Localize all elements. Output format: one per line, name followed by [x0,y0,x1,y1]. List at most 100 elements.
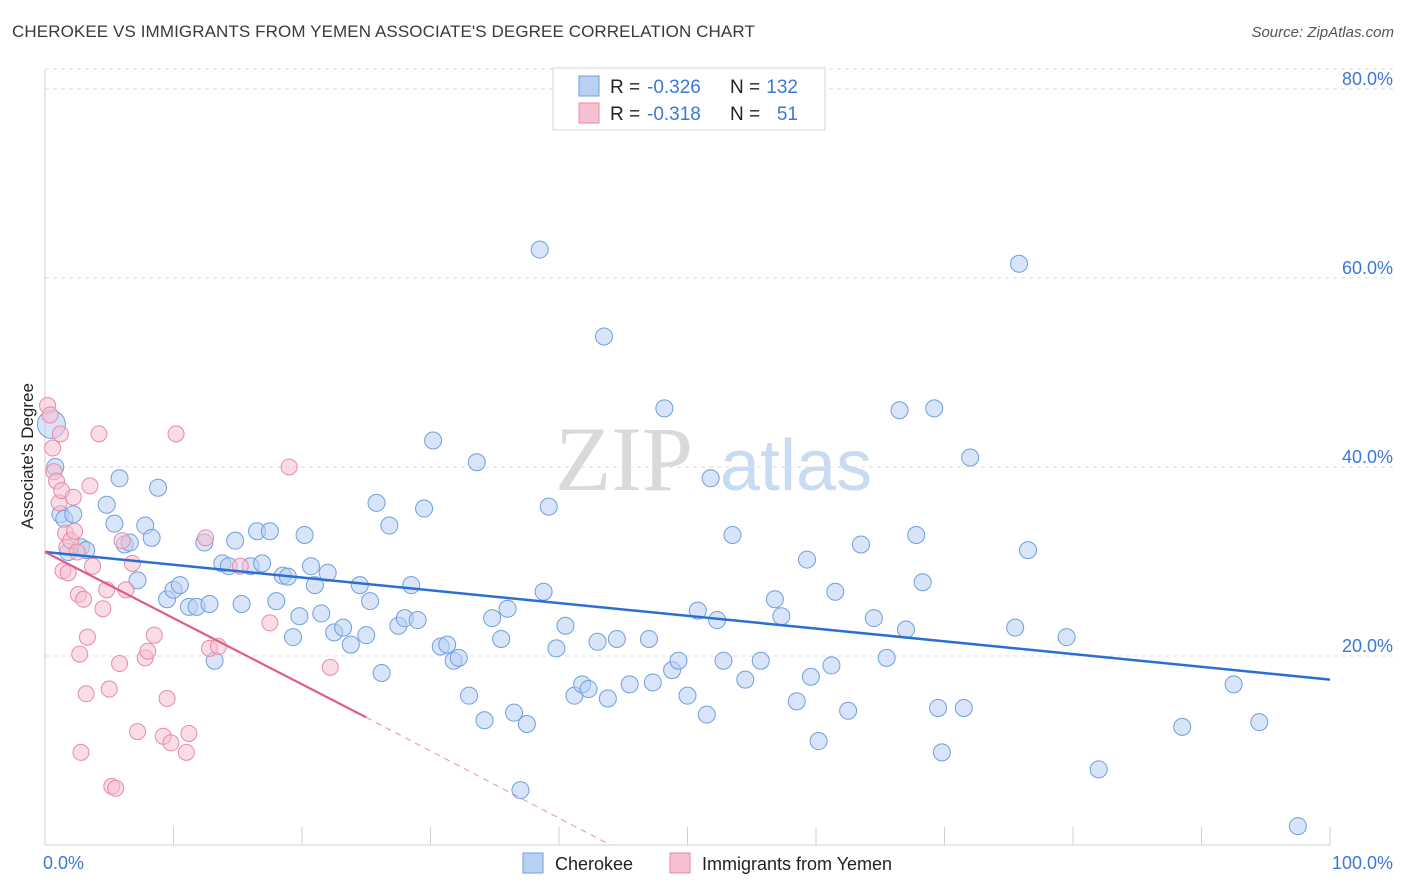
cherokee-point [200,594,219,613]
watermark-atlas: atlas [720,426,872,506]
cherokee-point [1250,713,1269,732]
yemen-point [261,614,279,632]
cherokee-point [498,599,517,618]
cherokee-point [149,478,168,497]
cherokee-point [97,495,116,514]
legend-r-value-2: -0.318 [647,104,701,125]
cherokee-point [402,576,421,595]
cherokee-point [517,715,536,734]
cherokee-point [415,499,434,518]
yemen-point [78,628,96,646]
source-label: Source: ZipAtlas.com [1251,24,1394,41]
yemen-point [64,488,82,506]
cherokee-point [312,604,331,623]
cherokee-point [547,639,566,658]
cherokee-point [142,528,161,547]
cherokee-point [851,535,870,554]
cherokee-point [467,453,486,472]
y-tick-label: 60.0% [1342,258,1393,278]
yemen-point [84,557,102,575]
cherokee-point [913,573,932,592]
x-tick-label-max: 100.0% [1332,853,1393,873]
cherokee-point [267,592,286,611]
x-tick-labels: 0.0% 100.0% [43,853,1393,873]
watermark: ZIP atlas [555,408,872,510]
yemen-point [129,723,147,741]
cherokee-point [678,686,697,705]
cherokee-point [449,648,468,667]
cherokee-point [688,601,707,620]
cherokee-point [588,632,607,651]
yemen-trend-line [44,551,367,719]
cherokee-point [492,629,511,648]
cherokee-point [639,629,658,648]
bottom-legend-yemen: Immigrants from Yemen [702,854,892,874]
bottom-legend-swatch-yemen [669,852,691,874]
cherokee-point [826,582,845,601]
cherokee-point [511,781,530,800]
yemen-point [280,458,298,476]
cherokee-point [723,526,742,544]
yemen-point [94,600,112,618]
cherokee-point [798,550,817,569]
y-tick-label: 40.0% [1342,447,1393,467]
yemen-point [44,439,62,457]
cherokee-point [253,554,272,573]
cherokee-point [295,526,314,544]
cherokee-point [341,635,360,654]
legend-n-value-1: 132 [766,77,798,98]
cherokee-point [697,705,716,724]
y-tick-label: 20.0% [1342,636,1393,656]
legend-r-label-1: R = [610,77,640,98]
cherokee-point [1057,628,1076,647]
yemen-point [75,590,93,608]
yemen-point [123,554,141,572]
yemen-point [51,425,69,443]
cherokee-point [357,626,376,645]
yemen-point [81,477,99,495]
legend-n-label-1: N = [730,77,760,98]
legend-n-value-2: 51 [777,104,798,125]
legend-n-label-2: N = [730,104,760,125]
yemen-point [107,779,125,797]
cherokee-point [483,609,502,628]
cherokee-point [736,670,755,689]
yemen-point [100,680,118,698]
cherokee-point [1089,760,1108,779]
cherokee-point [751,651,770,670]
cherokee-point [822,656,841,675]
yemen-point [158,690,176,708]
cherokee-point [643,673,662,692]
cherokee-point [929,698,948,717]
yemen-point [177,743,195,761]
cherokee-point [579,680,598,699]
cherokee-point [438,635,457,654]
yemen-point [72,743,90,761]
cherokee-point [232,594,251,613]
yemen-point [66,522,84,540]
yemen-point [167,425,185,443]
legend-r-value-1: -0.326 [647,77,701,98]
y-tick-labels: 20.0% 40.0% 60.0% 80.0% [1342,69,1393,656]
cherokee-point [839,701,858,720]
cherokee-point [105,514,124,533]
bottom-legend: Cherokee Immigrants from Yemen [522,852,892,874]
cherokee-point [380,516,399,535]
bottom-legend-swatch-cherokee [522,852,544,874]
yemen-point [162,734,180,752]
cherokee-point [620,675,639,694]
y-axis-label: Associate's Degree [18,383,37,529]
watermark-zip: ZIP [555,408,693,510]
cherokee-point [864,609,883,628]
yemen-trend-extension [366,716,611,846]
yemen-point [145,626,163,644]
cherokee-point [128,571,147,590]
yemen-point [90,425,108,443]
legend-swatch-cherokee [578,75,600,97]
cherokee-point [1224,675,1243,694]
cherokee-point [809,732,828,751]
yemen-point [321,658,339,676]
cherokee-point [301,557,320,576]
cherokee-point [1010,254,1029,273]
yemen-point [41,406,59,424]
